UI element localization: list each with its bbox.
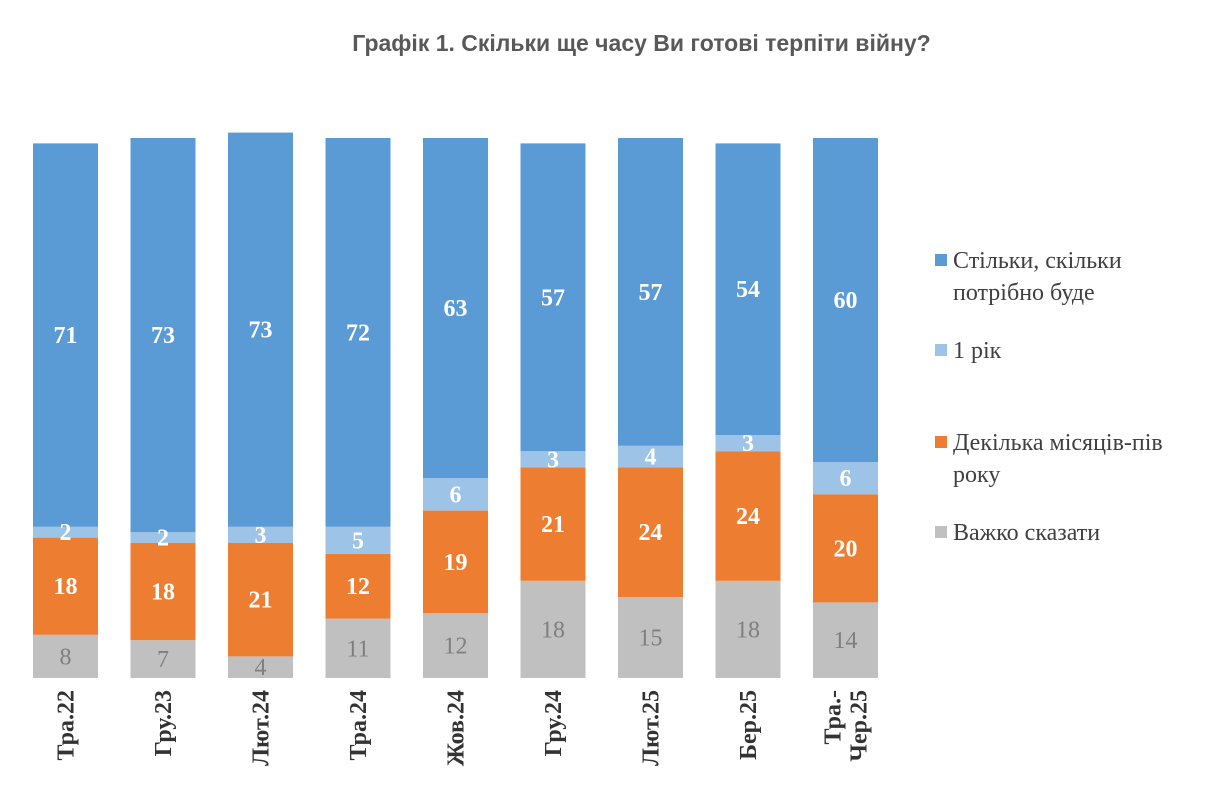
data-label: 4 [255, 655, 267, 681]
data-label: 63 [444, 296, 468, 322]
bar-segment [33, 634, 98, 678]
data-label: 60 [834, 288, 858, 314]
data-label: 7 [157, 647, 169, 673]
legend-swatch [935, 254, 947, 266]
bar-segment [618, 597, 683, 678]
category-tick-label: Чер.25 [847, 690, 873, 762]
bar-segment [813, 602, 878, 678]
bar-segment [715, 435, 781, 452]
bars-layer [33, 132, 878, 678]
legend-swatch [935, 344, 947, 356]
data-label: 73 [151, 323, 175, 349]
legend: Стільки, скільки потрібно буде 1 рік Декіль… [935, 248, 1163, 546]
data-label: 57 [541, 285, 565, 311]
legend-label: Важко сказати [953, 520, 1100, 546]
legend-swatch [935, 436, 947, 448]
data-label: 57 [639, 280, 663, 306]
data-label: 20 [834, 536, 858, 562]
bar-segment [228, 543, 293, 657]
bar-segment [520, 451, 586, 468]
bar-segment [520, 467, 586, 581]
category-tick-label: Лют.25 [639, 690, 665, 766]
legend-label: 1 рік [953, 338, 1002, 364]
category-tick-label: Тра.22 [54, 690, 80, 760]
data-label: 11 [346, 636, 369, 662]
data-label: 71 [54, 323, 78, 349]
data-label: 21 [249, 588, 273, 614]
bar-segment [325, 138, 391, 527]
bar-segment [813, 138, 878, 462]
bar-segment [423, 510, 488, 614]
bar-segment [423, 138, 488, 479]
bar-segment [228, 656, 293, 678]
category-tick-label: Гру.23 [151, 690, 177, 756]
bar-segment [33, 143, 98, 527]
category-tick-label: Бер.25 [736, 690, 762, 760]
category-tick-label: Жов.24 [444, 690, 470, 766]
legend-label: року [953, 462, 1000, 488]
data-label: 12 [346, 574, 370, 600]
data-label: 8 [60, 644, 72, 670]
bar-segment [813, 462, 878, 495]
bar-segment [228, 526, 293, 543]
data-label: 4 [645, 445, 657, 471]
data-label: 3 [742, 431, 754, 457]
category-axis: Тра.22 Гру.23 Лют.24 Тра.24 Жов.24 Гру.24 Лют.… [54, 690, 873, 766]
data-label: 18 [151, 580, 175, 606]
data-label: 12 [444, 634, 468, 660]
data-labels-layer: 8182717182734213731112572121966318213571… [54, 277, 858, 681]
data-label: 6 [840, 466, 852, 492]
data-label: 2 [60, 520, 72, 546]
bar-segment [715, 451, 781, 581]
data-label: 54 [736, 277, 760, 303]
bar-segment [325, 618, 391, 678]
legend-label: Декілька місяців-пів [953, 430, 1163, 456]
data-label: 3 [547, 447, 559, 473]
legend-label: Стільки, скільки [953, 248, 1122, 274]
data-label: 14 [834, 628, 858, 654]
bar-segment [618, 467, 683, 597]
data-label: 2 [157, 526, 169, 552]
data-label: 72 [346, 320, 370, 346]
bar-segment [618, 445, 683, 468]
data-label: 5 [352, 528, 364, 554]
data-label: 18 [541, 617, 565, 643]
category-tick-label: Тра.24 [346, 690, 372, 760]
category-tick-label: Лют.24 [249, 690, 275, 766]
data-label: 19 [444, 550, 468, 576]
bar-segment [325, 526, 391, 554]
data-label: 24 [736, 504, 760, 530]
bar-segment [520, 143, 586, 452]
data-label: 18 [736, 617, 760, 643]
bar-segment [715, 143, 781, 435]
category-tick-label: Гру.24 [541, 690, 567, 756]
data-label: 6 [450, 482, 462, 508]
data-label: 21 [541, 512, 565, 538]
data-label: 24 [639, 520, 663, 546]
data-label: 18 [54, 574, 78, 600]
bar-segment [423, 613, 488, 678]
legend-label: потрібно буде [953, 280, 1095, 306]
bar-segment [33, 526, 98, 538]
bar-segment [228, 132, 293, 527]
bar-segment [325, 553, 391, 619]
bar-segment [130, 138, 196, 533]
bar-segment [130, 640, 196, 678]
category-tick-label: Тра.- [821, 690, 847, 744]
bar-segment [618, 138, 683, 446]
bar-segment [520, 580, 586, 678]
data-label: 3 [255, 523, 267, 549]
legend-swatch [935, 526, 947, 538]
bar-segment [130, 543, 196, 641]
bar-segment [813, 494, 878, 603]
bar-segment [130, 532, 196, 543]
chart-title: Графік 1. Скільки ще часу Ви готові терп… [352, 30, 931, 56]
data-label: 73 [249, 318, 273, 344]
bar-segment [715, 580, 781, 678]
bar-segment [423, 478, 488, 511]
bar-segment [33, 537, 98, 635]
data-label: 15 [639, 626, 663, 652]
